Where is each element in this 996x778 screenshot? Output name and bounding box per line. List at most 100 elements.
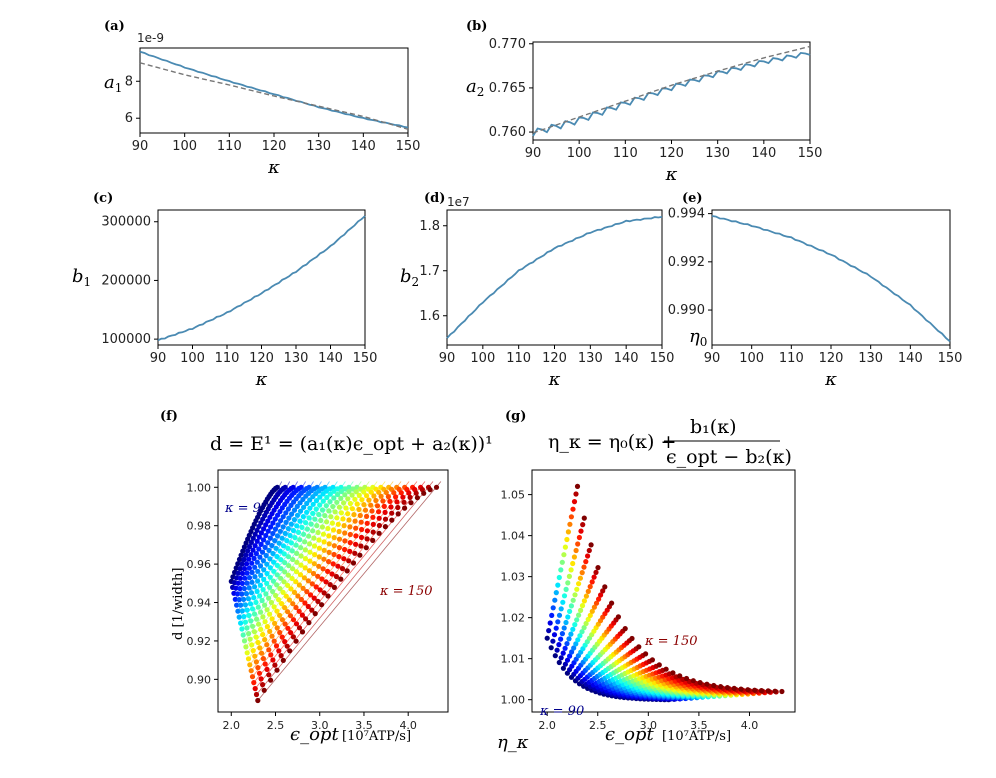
- panel-g-point: [544, 635, 550, 641]
- panel-f-point: [324, 519, 330, 525]
- panel-f-point: [252, 531, 258, 537]
- panel-f-point: [238, 552, 244, 558]
- panel-f-point: [347, 548, 353, 555]
- panel-f-point: [299, 612, 305, 618]
- panel-g-point: [591, 574, 597, 580]
- panel-g-point: [565, 614, 571, 620]
- panel-f-point: [307, 592, 314, 598]
- panel-g-point: [670, 670, 676, 676]
- panel-f-point: [408, 500, 414, 506]
- panel-f-point: [335, 563, 341, 569]
- panel-g-point: [589, 579, 595, 585]
- panel-f-point: [298, 562, 304, 568]
- panel-f-point: [376, 489, 382, 495]
- panel-f-point: [381, 503, 387, 509]
- panel-f-point: [280, 657, 286, 664]
- panel-f-point: [414, 495, 420, 501]
- panel-f-point: [264, 561, 270, 567]
- panel-f-point: [302, 600, 308, 606]
- panel-f-point: [293, 638, 299, 644]
- panel-g-point: [570, 597, 576, 603]
- panel-f-point: [266, 672, 272, 678]
- panel-f-point: [294, 523, 300, 529]
- panel-f: 2.0 2.5 3.0 3.5 4.0 0.90 0.92 0.94 0.96 0.98 1.00 d…: [171, 469, 449, 745]
- panel-f-point: [284, 643, 290, 649]
- panel-g-point: [571, 499, 578, 505]
- panel-f-point: [315, 573, 321, 579]
- panel-f-point: [293, 621, 300, 627]
- panel-f-frame: [217, 469, 449, 713]
- panel-g-point: [587, 612, 593, 619]
- panel-f-point: [259, 549, 266, 555]
- panel-f-point: [300, 514, 306, 520]
- panel-g-point: [564, 641, 570, 647]
- panel-f-curve: [252, 481, 426, 692]
- panel-e-label: (e): [682, 191, 703, 206]
- panel-g-point: [622, 626, 628, 632]
- panel-f-point: [272, 620, 278, 627]
- panel-f-point: [276, 597, 282, 603]
- panel-f-point: [262, 637, 268, 643]
- panel-g-xunit: [10⁷ATP/s]: [662, 729, 731, 744]
- panel-d-xtick-label: 110: [506, 351, 531, 366]
- panel-f-point: [311, 595, 317, 601]
- panel-g-point: [598, 592, 604, 598]
- panel-f-point: [252, 564, 258, 570]
- panel-f-point: [307, 497, 313, 503]
- panel-g-point: [561, 625, 567, 631]
- panel-g-point: [574, 617, 580, 623]
- panel-g-point: [578, 528, 584, 534]
- panel-a-ylabel-subscript: 1: [115, 81, 123, 95]
- panel-f-point: [270, 530, 276, 537]
- panel-f-point: [306, 515, 312, 521]
- panel-f-curve: [236, 481, 330, 620]
- panel-f-point: [302, 556, 309, 562]
- panel-d-xtick-label: 150: [650, 351, 675, 366]
- panel-g-point: [589, 608, 595, 614]
- panel-f-point: [265, 528, 271, 534]
- panel-f-point: [385, 494, 391, 500]
- panel-f-point: [373, 497, 379, 504]
- panel-f-point: [340, 516, 346, 522]
- panel-f-point: [352, 518, 358, 524]
- panel-g-point: [567, 608, 573, 615]
- panel-f-point: [297, 572, 304, 578]
- panel-f-point: [305, 603, 311, 610]
- panel-f-point: [239, 608, 245, 614]
- panel-f-point: [265, 540, 271, 546]
- panel-f-point: [276, 648, 282, 654]
- panel-f-point: [290, 484, 296, 490]
- panel-f-point: [283, 593, 289, 599]
- panel-f-point: [311, 535, 317, 541]
- panel-f-point: [341, 500, 347, 506]
- panel-c-xtick-label: 110: [215, 351, 240, 366]
- panel-f-point: [362, 507, 369, 513]
- panel-f-point: [285, 582, 291, 589]
- panel-f-point: [370, 537, 376, 544]
- panel-b: 90 100 110 120 130 140 150 0.760 0.765 0.770 κ a2: [466, 37, 822, 185]
- panel-g-point: [656, 662, 662, 668]
- panel-f-point: [361, 489, 367, 495]
- panel-g-point: [564, 536, 570, 543]
- panel-f-xtick-label: 3.0: [311, 719, 329, 732]
- panel-d-offset: 1e7: [447, 195, 470, 209]
- panel-f-point: [311, 561, 317, 567]
- panel-b-xtick-label: 120: [659, 146, 684, 161]
- panel-f-point: [240, 632, 246, 638]
- panel-f-point: [363, 545, 369, 551]
- panel-a-xtick-label: 100: [172, 139, 197, 154]
- panel-f-point: [402, 505, 408, 511]
- panel-g-point: [563, 586, 569, 593]
- panel-g-point: [547, 620, 553, 626]
- panel-e-xtick-label: 150: [938, 351, 963, 366]
- panel-f-point: [235, 561, 241, 567]
- panel-f-point: [310, 570, 317, 577]
- panel-g-point: [629, 635, 635, 642]
- panel-e-data-line: [711, 215, 951, 343]
- panel-f-point: [309, 607, 315, 613]
- panel-f-point: [406, 490, 412, 496]
- panel-f-point: [421, 490, 427, 496]
- panel-g-point: [570, 506, 576, 512]
- panel-g-xlabel: ϵ_opt: [605, 724, 654, 745]
- panel-f-point: [282, 605, 288, 611]
